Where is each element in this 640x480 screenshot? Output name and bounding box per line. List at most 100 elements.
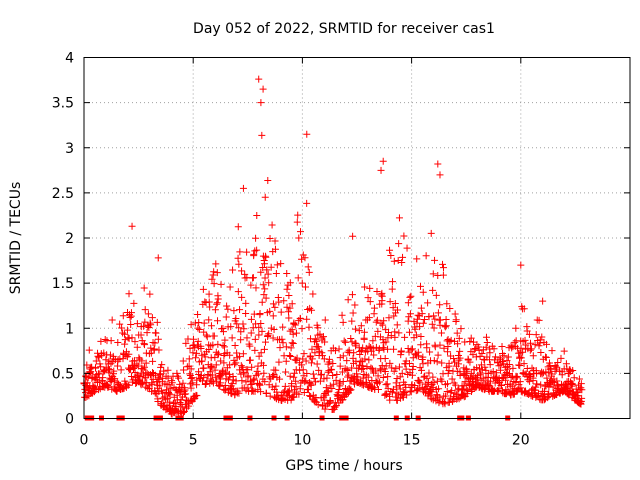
data-point bbox=[452, 381, 460, 389]
data-point bbox=[438, 377, 446, 385]
data-point bbox=[467, 334, 475, 342]
data-point bbox=[238, 377, 246, 385]
data-point bbox=[285, 314, 293, 322]
data-point bbox=[205, 346, 213, 354]
data-point bbox=[351, 325, 359, 333]
data-point bbox=[353, 370, 361, 378]
data-point bbox=[187, 375, 195, 383]
data-point bbox=[371, 332, 379, 340]
data-point bbox=[264, 177, 272, 185]
data-point bbox=[425, 313, 433, 321]
data-point bbox=[516, 353, 524, 361]
data-point bbox=[366, 298, 374, 306]
data-point bbox=[328, 384, 336, 392]
data-point bbox=[472, 353, 480, 361]
data-point bbox=[181, 386, 189, 394]
data-point bbox=[361, 355, 369, 363]
data-point bbox=[466, 337, 474, 345]
data-point bbox=[198, 357, 206, 365]
data-point bbox=[143, 329, 151, 337]
data-point bbox=[406, 387, 414, 395]
data-point bbox=[201, 353, 209, 361]
data-point bbox=[186, 370, 194, 378]
data-point bbox=[141, 318, 149, 326]
data-point bbox=[419, 288, 427, 296]
data-point bbox=[370, 351, 378, 359]
data-point bbox=[209, 341, 217, 349]
data-point bbox=[405, 313, 413, 321]
data-point bbox=[321, 316, 329, 324]
data-point bbox=[302, 377, 310, 385]
data-point bbox=[360, 328, 368, 336]
data-point bbox=[486, 361, 494, 369]
data-point bbox=[431, 256, 439, 264]
data-point bbox=[339, 352, 347, 360]
data-point bbox=[390, 312, 398, 320]
data-point bbox=[259, 281, 267, 289]
data-point bbox=[315, 343, 323, 351]
data-point bbox=[85, 346, 93, 354]
data-point bbox=[367, 364, 375, 372]
data-point bbox=[391, 299, 399, 307]
data-point bbox=[133, 343, 141, 351]
data-point bbox=[385, 314, 393, 322]
data-point bbox=[451, 310, 459, 318]
data-point bbox=[477, 369, 485, 377]
data-point bbox=[307, 359, 315, 367]
data-point bbox=[235, 352, 243, 360]
data-point bbox=[417, 366, 425, 374]
data-point bbox=[384, 345, 392, 353]
data-point bbox=[140, 363, 148, 371]
data-point bbox=[149, 375, 157, 383]
data-point bbox=[146, 290, 154, 298]
data-point bbox=[273, 388, 281, 396]
data-point bbox=[437, 329, 445, 337]
data-point bbox=[302, 283, 310, 291]
data-point bbox=[292, 329, 300, 337]
data-point bbox=[386, 298, 394, 306]
data-point bbox=[214, 351, 222, 359]
data-point bbox=[266, 307, 274, 315]
data-point bbox=[379, 321, 387, 329]
data-point bbox=[253, 246, 261, 254]
data-point bbox=[378, 292, 386, 300]
data-point bbox=[553, 377, 561, 385]
data-point bbox=[243, 248, 251, 256]
data-point bbox=[323, 374, 331, 382]
data-point bbox=[256, 309, 264, 317]
data-point bbox=[230, 307, 238, 315]
data-point bbox=[314, 324, 322, 332]
data-point bbox=[265, 279, 273, 287]
data-point bbox=[543, 340, 551, 348]
data-point bbox=[429, 384, 437, 392]
data-point bbox=[348, 291, 356, 299]
data-point bbox=[285, 291, 293, 299]
data-point bbox=[570, 374, 578, 382]
data-point bbox=[271, 245, 279, 253]
data-point bbox=[519, 348, 527, 356]
data-point bbox=[398, 369, 406, 377]
data-point bbox=[282, 357, 290, 365]
data-point bbox=[364, 373, 372, 381]
data-point bbox=[329, 372, 337, 380]
data-point bbox=[432, 397, 440, 405]
data-point bbox=[313, 360, 321, 368]
data-point bbox=[202, 299, 210, 307]
data-point bbox=[237, 336, 245, 344]
data-point bbox=[167, 384, 175, 392]
data-point bbox=[204, 372, 212, 380]
data-point bbox=[261, 338, 269, 346]
data-point bbox=[128, 334, 136, 342]
data-point bbox=[439, 271, 447, 279]
data-point bbox=[128, 222, 136, 230]
data-point bbox=[390, 257, 398, 265]
data-point bbox=[411, 382, 419, 390]
data-point bbox=[471, 346, 479, 354]
data-point bbox=[431, 315, 439, 323]
data-point bbox=[409, 362, 417, 370]
data-point bbox=[143, 369, 151, 377]
data-point bbox=[308, 306, 316, 314]
data-point bbox=[293, 218, 301, 226]
data-point bbox=[357, 322, 365, 330]
data-point bbox=[446, 304, 454, 312]
